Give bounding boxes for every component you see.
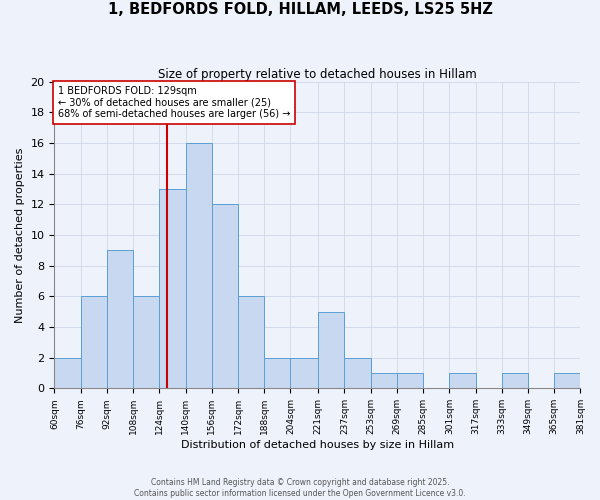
Bar [397,373,423,388]
Bar [449,373,476,388]
Bar [502,373,528,388]
Bar [238,296,264,388]
Bar [264,358,290,388]
Bar [185,143,212,388]
Text: 1, BEDFORDS FOLD, HILLAM, LEEDS, LS25 5HZ: 1, BEDFORDS FOLD, HILLAM, LEEDS, LS25 5H… [107,2,493,18]
Text: Contains HM Land Registry data © Crown copyright and database right 2025.
Contai: Contains HM Land Registry data © Crown c… [134,478,466,498]
Text: 1 BEDFORDS FOLD: 129sqm
← 30% of detached houses are smaller (25)
68% of semi-de: 1 BEDFORDS FOLD: 129sqm ← 30% of detache… [58,86,290,120]
Bar [554,373,580,388]
Bar [212,204,238,388]
Bar [133,296,159,388]
Bar [80,296,107,388]
Bar [55,358,80,388]
X-axis label: Distribution of detached houses by size in Hillam: Distribution of detached houses by size … [181,440,454,450]
Bar [107,250,133,388]
Bar [318,312,344,388]
Title: Size of property relative to detached houses in Hillam: Size of property relative to detached ho… [158,68,477,80]
Bar [290,358,318,388]
Bar [371,373,397,388]
Y-axis label: Number of detached properties: Number of detached properties [15,148,25,322]
Bar [344,358,371,388]
Bar [159,189,185,388]
